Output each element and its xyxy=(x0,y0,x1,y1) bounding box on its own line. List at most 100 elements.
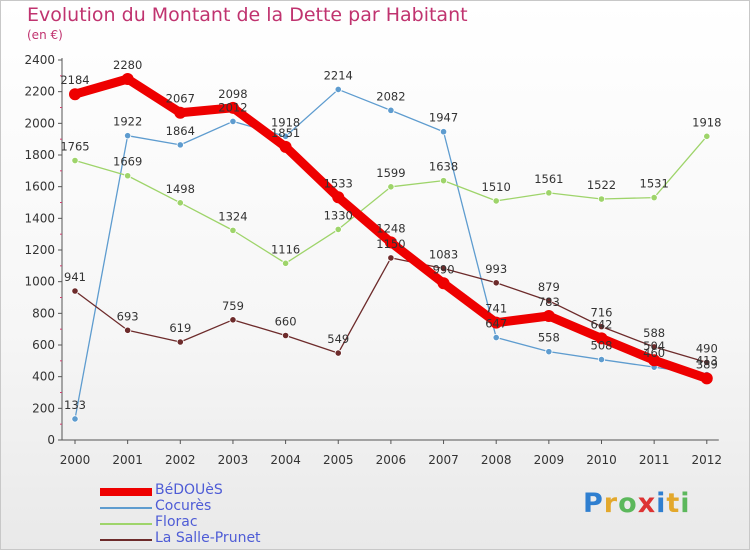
data-label: 642 xyxy=(591,317,613,331)
data-label: 993 xyxy=(485,262,507,276)
data-label: 1918 xyxy=(692,115,721,129)
data-label: 1947 xyxy=(429,111,458,125)
data-point-1 xyxy=(492,333,500,342)
proxiti-logo: Proxiti xyxy=(583,488,691,519)
data-point-3 xyxy=(439,264,448,273)
data-label: 1533 xyxy=(324,176,353,190)
data-point-1 xyxy=(71,415,79,423)
data-point-2 xyxy=(597,195,606,203)
data-point-0 xyxy=(174,106,187,119)
data-point-2 xyxy=(492,197,500,205)
data-label: 660 xyxy=(275,315,297,329)
data-label: 133 xyxy=(64,398,86,412)
data-label: 2098 xyxy=(218,87,247,101)
data-point-2 xyxy=(71,156,79,165)
data-label: 2280 xyxy=(113,58,142,72)
legend-label: Florac xyxy=(155,514,198,530)
data-point-0 xyxy=(490,316,503,329)
data-point-0 xyxy=(648,354,661,367)
x-tick-label: 2006 xyxy=(376,453,407,467)
data-label: 508 xyxy=(591,339,613,353)
data-label: 1864 xyxy=(166,124,195,138)
legend-label: BéDOUèS xyxy=(155,482,223,498)
x-tick-label: 2002 xyxy=(165,453,196,467)
legend-item: Florac xyxy=(100,514,360,532)
data-label: 1638 xyxy=(429,160,458,174)
data-label: 504 xyxy=(643,339,665,353)
data-point-2 xyxy=(229,226,237,234)
data-point-0 xyxy=(595,332,608,345)
data-point-2 xyxy=(439,177,448,185)
data-point-2 xyxy=(387,183,395,191)
data-point-3 xyxy=(387,254,395,262)
data-point-3 xyxy=(545,297,553,305)
data-point-1 xyxy=(281,132,290,140)
y-tick-label: 2000 xyxy=(24,116,55,130)
data-label: 1150 xyxy=(376,237,405,251)
y-tick-label: 600 xyxy=(32,338,55,352)
legend: BéDOUèS Cocurès Florac La Salle-Prunet xyxy=(100,482,360,548)
data-label: 783 xyxy=(538,295,560,309)
data-label: 2012 xyxy=(218,100,247,114)
data-point-2 xyxy=(281,259,290,267)
data-point-3 xyxy=(650,343,658,351)
data-label: 1248 xyxy=(376,221,405,235)
data-label: 1510 xyxy=(482,180,511,194)
data-point-3 xyxy=(229,316,237,324)
x-tick-label: 2012 xyxy=(692,453,723,467)
x-tick-label: 2001 xyxy=(112,453,143,467)
data-label: 490 xyxy=(696,341,718,355)
data-point-0 xyxy=(279,140,292,153)
legend-item: BéDOUèS xyxy=(100,482,360,500)
data-label: 990 xyxy=(433,262,455,276)
data-point-3 xyxy=(492,279,500,287)
data-point-2 xyxy=(703,132,711,140)
data-point-1 xyxy=(545,348,553,356)
data-label: 2184 xyxy=(60,73,89,87)
data-label: 647 xyxy=(485,317,507,331)
legend-label: La Salle-Prunet xyxy=(155,530,261,546)
data-point-1 xyxy=(334,85,342,94)
data-point-2 xyxy=(650,193,658,202)
data-point-3 xyxy=(281,331,290,340)
data-label: 1922 xyxy=(113,115,142,129)
data-point-3 xyxy=(334,349,342,357)
data-label: 2214 xyxy=(324,68,353,82)
data-label: 558 xyxy=(538,331,560,345)
data-point-2 xyxy=(334,225,342,234)
data-label: 2067 xyxy=(166,92,195,106)
x-tick-label: 2005 xyxy=(323,453,354,467)
data-label: 2082 xyxy=(376,89,405,103)
data-point-0 xyxy=(437,277,450,290)
data-point-2 xyxy=(124,172,132,180)
data-point-3 xyxy=(124,326,132,334)
y-tick-label: 1200 xyxy=(24,243,55,257)
x-tick-label: 2004 xyxy=(270,453,301,467)
data-point-1 xyxy=(439,128,448,136)
data-label: 1765 xyxy=(60,140,89,154)
data-label: 741 xyxy=(485,302,507,316)
data-label: 1522 xyxy=(587,178,616,192)
legend-swatch xyxy=(100,523,152,525)
x-tick-label: 2011 xyxy=(639,453,670,467)
x-tick-label: 2009 xyxy=(534,453,565,467)
y-tick-label: 400 xyxy=(32,370,55,384)
data-label: 619 xyxy=(169,321,191,335)
data-label: 1116 xyxy=(271,242,300,256)
data-point-2 xyxy=(545,189,553,197)
y-tick-label: 1400 xyxy=(24,211,55,225)
data-label: 759 xyxy=(222,299,244,313)
data-label: 879 xyxy=(538,280,560,294)
data-label: 1531 xyxy=(640,177,669,191)
x-tick-label: 2010 xyxy=(586,453,617,467)
data-point-3 xyxy=(703,358,711,367)
data-label: 716 xyxy=(591,306,613,320)
data-label: 1851 xyxy=(271,126,300,140)
x-tick-label: 2000 xyxy=(60,453,91,467)
y-tick-label: 200 xyxy=(32,401,55,415)
series-line-1 xyxy=(74,88,708,420)
data-label: 1083 xyxy=(429,248,458,262)
x-tick-label: 2008 xyxy=(481,453,512,467)
data-point-0 xyxy=(542,310,555,323)
